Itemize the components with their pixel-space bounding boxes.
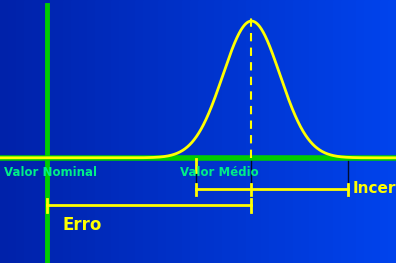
Bar (214, 0, 222, 263)
Bar (16, 0, 24, 263)
Bar (348, 0, 357, 263)
Bar (246, 0, 254, 263)
Bar (190, 0, 198, 263)
Bar (55, 0, 64, 263)
Bar (317, 0, 325, 263)
Bar (174, 0, 183, 263)
Bar (356, 0, 365, 263)
Bar (0, 0, 8, 263)
Bar (341, 0, 349, 263)
Bar (63, 0, 72, 263)
Bar (182, 0, 190, 263)
Bar (119, 0, 127, 263)
Bar (380, 0, 388, 263)
Bar (372, 0, 381, 263)
Bar (111, 0, 119, 263)
Bar (325, 0, 333, 263)
Bar (95, 0, 103, 263)
Bar (158, 0, 167, 263)
Bar (8, 0, 16, 263)
Bar (48, 0, 56, 263)
Text: Erro: Erro (63, 216, 102, 234)
Bar (135, 0, 143, 263)
Bar (79, 0, 88, 263)
Bar (206, 0, 214, 263)
Bar (166, 0, 175, 263)
Bar (277, 0, 286, 263)
Bar (238, 0, 246, 263)
Bar (364, 0, 373, 263)
Bar (71, 0, 80, 263)
Bar (87, 0, 95, 263)
Bar (127, 0, 135, 263)
Bar (40, 0, 48, 263)
Bar (253, 0, 262, 263)
Bar (103, 0, 111, 263)
Bar (32, 0, 40, 263)
Bar (293, 0, 301, 263)
Bar (301, 0, 309, 263)
Text: Incerteza: Incerteza (352, 180, 396, 196)
Bar (333, 0, 341, 263)
Text: Valor Médio: Valor Médio (180, 166, 259, 179)
Bar (24, 0, 32, 263)
Bar (150, 0, 159, 263)
Bar (269, 0, 278, 263)
Bar (198, 0, 206, 263)
Bar (230, 0, 238, 263)
Text: Valor Nominal: Valor Nominal (4, 166, 97, 179)
Bar (261, 0, 270, 263)
Bar (143, 0, 151, 263)
Bar (388, 0, 396, 263)
Bar (309, 0, 317, 263)
Bar (222, 0, 230, 263)
Bar (285, 0, 293, 263)
